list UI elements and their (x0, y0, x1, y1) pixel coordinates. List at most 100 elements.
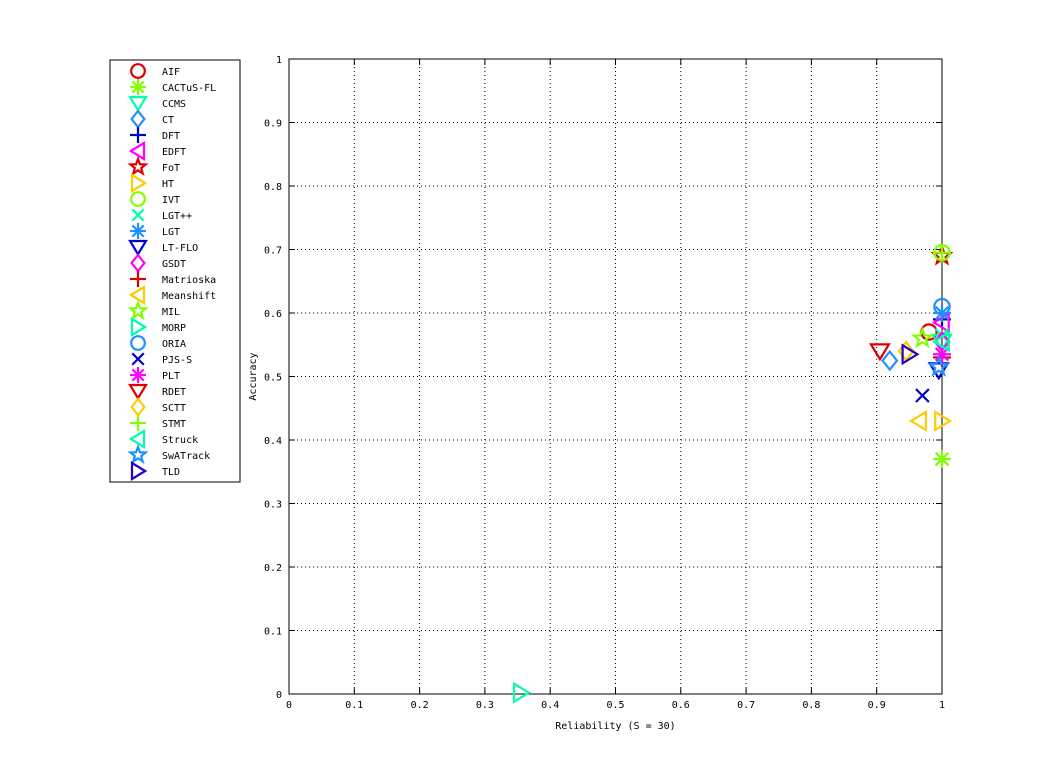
data-points (512, 243, 954, 704)
legend-item: SwATrack (127, 443, 210, 465)
legend-marker (130, 223, 146, 239)
x-tick-label: 0.1 (345, 700, 363, 711)
legend-item: DFT (130, 127, 180, 143)
x-tick-label: 0.8 (802, 700, 820, 711)
legend-marker (130, 127, 146, 143)
legend-item: Matrioska (130, 271, 216, 287)
point-stmt (933, 243, 951, 262)
legend-marker (130, 335, 146, 351)
legend-item: PLT (130, 367, 180, 383)
legend-label: DFT (162, 131, 180, 142)
legend-label: Struck (162, 435, 198, 446)
legend-label: TLD (162, 467, 180, 478)
y-axis-title: Accuracy (248, 352, 259, 400)
legend-marker (128, 429, 146, 449)
legend-label: STMT (162, 419, 186, 430)
legend-label: MIL (162, 307, 180, 318)
legend-label: EDFT (162, 147, 186, 158)
legend-label: ORIA (162, 339, 186, 350)
y-tick-label: 0.1 (264, 627, 282, 638)
plot-axes (288, 58, 943, 695)
legend-marker (130, 461, 148, 481)
legend-marker (128, 383, 148, 401)
legend-marker (127, 299, 149, 321)
point-ht (934, 409, 953, 432)
point-morp (512, 681, 532, 704)
legend-box (109, 59, 241, 483)
legend-item: Struck (128, 429, 198, 449)
point-ct (881, 349, 899, 372)
point-lgt (933, 304, 951, 322)
y-tick-label: 0.7 (264, 246, 282, 257)
x-axis-title: Reliability (S = 30) (555, 721, 675, 732)
legend-label: AIF (162, 67, 180, 78)
legend-marker (130, 191, 146, 207)
x-tick-label: 0.9 (868, 700, 886, 711)
y-tick-label: 0.4 (264, 436, 282, 447)
point-meanshift (908, 409, 927, 432)
point-rdet (869, 343, 891, 362)
legend-label: CACTuS-FL (162, 83, 216, 94)
legend-item: STMT (130, 415, 186, 431)
y-tick-labels: 0 0.1 0.2 0.3 0.4 0.5 0.6 0.7 0.8 0.9 1 (264, 55, 282, 701)
legend-marker (130, 367, 146, 383)
legend-item: LGT (130, 223, 180, 239)
point-swatrack (927, 354, 951, 377)
legend-item: LT-FLO (128, 239, 198, 257)
legend-item: IVT (130, 191, 180, 207)
legend-label: SCTT (162, 403, 186, 414)
legend-label: MORP (162, 323, 186, 334)
legend-marker (130, 415, 146, 431)
point-struck (931, 330, 950, 353)
y-tick-label: 0.3 (264, 500, 282, 511)
point-mil (910, 326, 934, 349)
x-tick-label: 0.4 (541, 700, 559, 711)
x-tick-label: 0 (286, 700, 292, 711)
x-tick-label: 0.5 (606, 700, 624, 711)
legend-label: LGT++ (162, 211, 192, 222)
point-pjs-s (915, 388, 930, 403)
y-tick-label: 0 (276, 690, 282, 701)
legend-label: FoT (162, 163, 180, 174)
legend-marker (128, 95, 148, 113)
legend-label: PLT (162, 371, 180, 382)
legend-marker (127, 443, 149, 465)
legend: AIF CACTuS-FL CCMS CT DFT EDFT FoT HT IVT LGT++ LG… (109, 59, 241, 483)
legend-label: IVT (162, 195, 180, 206)
y-tick-label: 0.5 (264, 373, 282, 384)
legend-marker (127, 155, 149, 177)
x-tick-label: 1 (939, 700, 945, 711)
legend-item: AIF (130, 63, 180, 79)
legend-label: GSDT (162, 259, 186, 270)
x-tick-label: 0.3 (476, 700, 494, 711)
legend-item: RDET (128, 383, 186, 401)
legend-label: Matrioska (162, 275, 216, 286)
legend-item: MORP (130, 317, 186, 337)
y-tick-label: 0.6 (264, 309, 282, 320)
legend-marker (130, 79, 146, 95)
legend-marker (130, 63, 146, 79)
point-tld (901, 343, 920, 366)
legend-item: ORIA (130, 335, 186, 351)
point-cactus-fl (933, 450, 951, 469)
legend-label: CCMS (162, 99, 186, 110)
legend-item: TLD (130, 461, 180, 481)
y-tick-label: 1 (276, 55, 282, 66)
y-tick-label: 0.9 (264, 119, 282, 130)
legend-marker (130, 173, 148, 193)
grid-lines (288, 58, 943, 695)
legend-item: MIL (127, 299, 180, 321)
legend-item: Meanshift (128, 285, 216, 305)
legend-label: SwATrack (162, 451, 210, 462)
legend-label: PJS-S (162, 355, 192, 366)
legend-marker (130, 271, 146, 287)
legend-marker (128, 285, 146, 305)
legend-item: PJS-S (131, 352, 192, 366)
legend-marker (130, 317, 148, 337)
legend-item: EDFT (128, 141, 186, 161)
legend-marker (128, 239, 148, 257)
legend-label: LT-FLO (162, 243, 198, 254)
y-tick-label: 0.2 (264, 563, 282, 574)
y-tick-label: 0.8 (264, 182, 282, 193)
